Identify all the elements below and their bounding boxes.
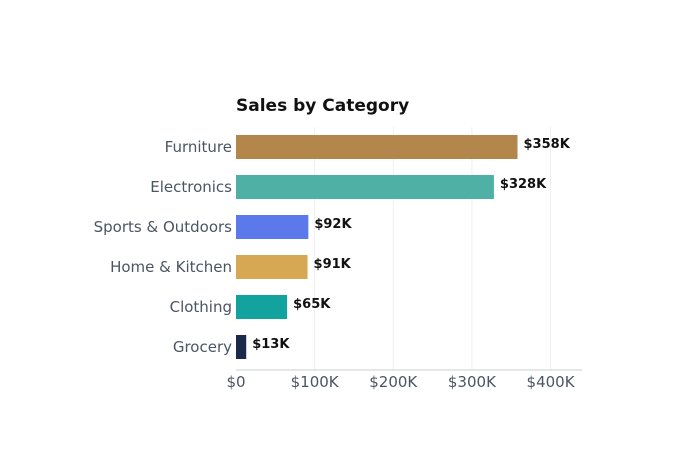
category-label: Furniture (165, 138, 232, 156)
category-label: Clothing (170, 298, 232, 316)
bar (236, 175, 494, 199)
value-label: $358K (524, 137, 571, 152)
category-label: Grocery (173, 338, 232, 356)
bar (236, 215, 309, 239)
value-label: $65K (293, 297, 331, 312)
bar (236, 295, 288, 319)
x-tick-label: $200K (369, 373, 418, 391)
bar (236, 255, 308, 279)
value-label: $13K (252, 337, 290, 352)
chart-title: Sales by Category (236, 96, 409, 116)
x-tick-label: $100K (291, 373, 340, 391)
value-label: $92K (314, 217, 352, 232)
category-label: Electronics (150, 178, 232, 196)
value-label: $91K (314, 257, 352, 272)
category-label: Sports & Outdoors (94, 218, 233, 236)
x-tick-label: $400K (527, 373, 576, 391)
gridlines (314, 127, 552, 370)
bar (236, 335, 247, 359)
bar (236, 135, 518, 159)
x-tick-label: $0 (226, 373, 245, 391)
value-labels: $358K $328K $92K $91K $65K $13K (252, 137, 570, 352)
value-label: $328K (500, 177, 547, 192)
category-labels: Furniture Electronics Sports & Outdoors Hom… (94, 138, 233, 356)
bars (236, 135, 518, 359)
x-tick-labels: $0 $100K $200K $300K $400K (226, 373, 575, 391)
category-label: Home & Kitchen (110, 258, 232, 276)
x-tick-label: $300K (448, 373, 497, 391)
